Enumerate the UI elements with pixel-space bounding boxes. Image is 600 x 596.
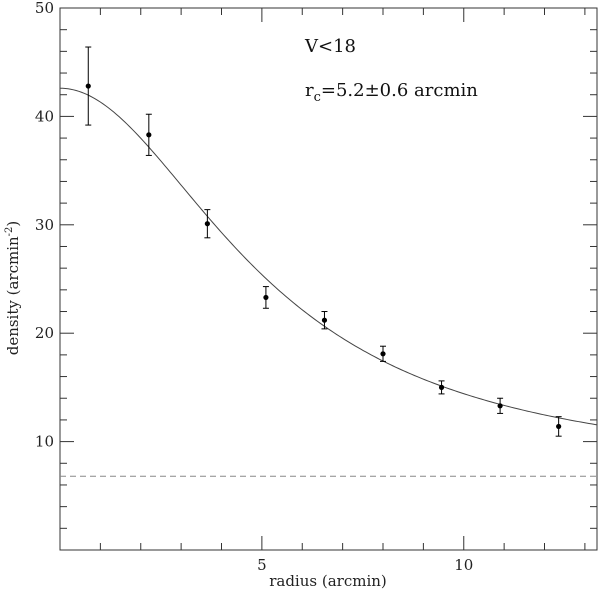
data-marker	[438, 384, 445, 390]
axes: 5 10 10 20 30 40 50	[35, 0, 598, 574]
core-radius-value: =5.2±0.6 arcmin	[321, 80, 478, 101]
core-radius-annotation: rc=5.2±0.6 arcmin	[305, 80, 478, 105]
data-marker	[321, 317, 328, 323]
y-axis-label-exponent: -2	[4, 227, 15, 237]
data-point	[438, 380, 445, 395]
data-marker	[85, 83, 91, 89]
x-tick-label: 5	[257, 556, 267, 574]
data-marker	[556, 423, 562, 430]
data-point	[262, 286, 269, 309]
y-tick-label: 10	[35, 433, 54, 451]
data-point	[85, 46, 92, 126]
data-point	[145, 113, 152, 156]
data-point	[321, 311, 328, 330]
data-marker	[380, 351, 386, 357]
core-radius-symbol: r	[305, 80, 314, 101]
x-axis-label: radius (arcmin)	[269, 572, 387, 590]
data-point	[555, 416, 562, 437]
x-tick-label: 10	[454, 556, 473, 574]
data-marker	[263, 294, 269, 301]
data-marker	[204, 221, 210, 227]
king-fit-curve	[59, 87, 598, 426]
y-axis-label-close: )	[4, 221, 22, 227]
y-tick-label: 20	[35, 324, 54, 342]
data-point	[204, 209, 211, 239]
data-point	[497, 397, 504, 414]
y-axis-label: density (arcmin-2)	[4, 221, 22, 356]
points-layer	[85, 46, 562, 437]
y-tick-label: 40	[35, 107, 54, 125]
fit-layer	[59, 87, 598, 477]
y-tick-label: 50	[35, 0, 54, 17]
data-marker	[497, 403, 503, 409]
data-marker	[146, 132, 152, 138]
plot-frame	[59, 7, 598, 551]
y-axis-label-main: density (arcmin	[4, 236, 22, 355]
data-point	[380, 345, 387, 362]
magnitude-annotation: V<18	[304, 36, 356, 57]
y-tick-label: 30	[35, 216, 54, 234]
core-radius-subscript: c	[314, 90, 321, 105]
